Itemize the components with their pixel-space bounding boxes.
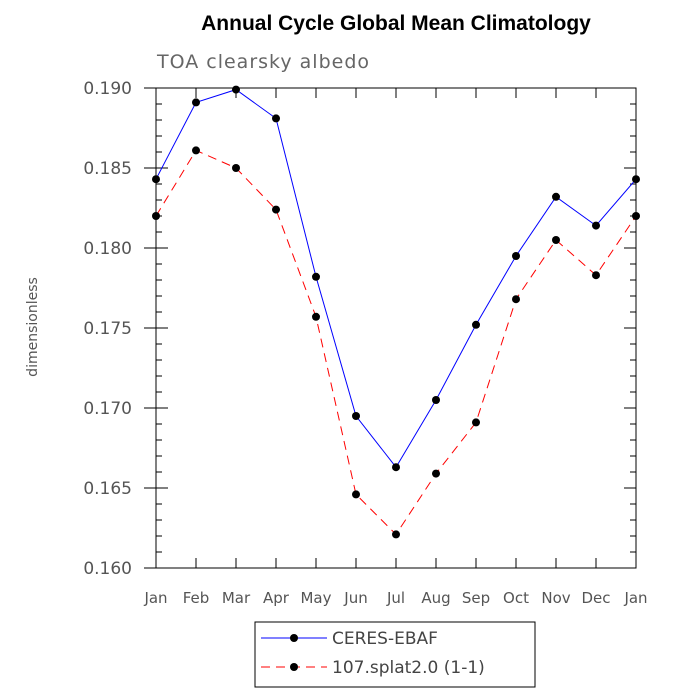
x-tick-label: Jan	[143, 589, 167, 607]
x-tick-label: Mar	[222, 589, 251, 607]
x-tick-label: Oct	[503, 589, 529, 607]
series-0-point	[272, 114, 280, 123]
axis-ticks	[144, 87, 637, 569]
series-layer	[152, 85, 640, 539]
series-1-point	[632, 212, 640, 220]
series-0-point	[152, 175, 160, 184]
x-tick-label: Feb	[183, 589, 210, 607]
series-1-point	[432, 469, 440, 478]
series-1-point	[232, 164, 240, 172]
x-tick-label: Apr	[263, 589, 290, 607]
legend-box	[254, 621, 536, 688]
series-line-0	[155, 89, 637, 469]
legend-label-model: 107.splat2.0 (1-1)	[332, 658, 485, 678]
y-tick-label: 0.190	[83, 79, 132, 99]
x-tick-label: Sep	[462, 589, 490, 607]
legend-marker-model	[290, 663, 298, 671]
y-tick-label: 0.175	[83, 319, 132, 339]
series-0-point	[472, 320, 480, 329]
legend: CERES-EBAF 107.splat2.0 (1-1)	[254, 621, 536, 688]
y-tick-label: 0.160	[83, 559, 132, 579]
x-tick-label: Jan	[623, 589, 647, 607]
series-1-point	[512, 295, 520, 304]
y-tick-label: 0.165	[83, 479, 132, 499]
x-tick-label: Jul	[386, 589, 405, 607]
series-1-point	[552, 236, 560, 244]
x-tick-label: Jun	[343, 589, 367, 607]
series-line-1	[155, 149, 637, 536]
series-0-point	[512, 252, 520, 260]
y-axis-tick-labels: 0.160 0.165 0.170 0.175 0.180 0.185 0.190	[83, 79, 132, 579]
series-1-point	[592, 271, 600, 280]
series-1-point	[392, 530, 400, 539]
series-0-point	[232, 85, 240, 94]
series-1-point	[152, 212, 160, 220]
y-tick-label: 0.180	[83, 239, 132, 259]
series-0-point	[192, 98, 200, 107]
series-1-point	[352, 490, 360, 499]
plot-frame	[155, 87, 637, 569]
legend-marker-ceres	[290, 634, 298, 642]
series-0-point	[312, 272, 320, 281]
legend-label-ceres: CERES-EBAF	[332, 629, 438, 649]
y-tick-label: 0.170	[83, 399, 132, 419]
series-0-point	[592, 221, 600, 230]
series-0-point	[552, 192, 560, 201]
x-tick-label: May	[300, 589, 331, 607]
x-tick-label: Aug	[421, 589, 450, 607]
series-0-point	[632, 175, 640, 184]
series-1-point	[192, 146, 200, 155]
series-1-point	[472, 418, 480, 427]
x-axis-tick-labels: Jan Feb Mar Apr May Jun Jul Aug Sep Oct Nov Dec Jan	[143, 589, 647, 607]
y-axis-label: dimensionless	[25, 277, 41, 377]
series-0-point	[392, 463, 400, 472]
series-1-point	[272, 205, 280, 214]
y-tick-label: 0.185	[83, 159, 132, 179]
x-tick-label: Dec	[581, 589, 610, 607]
x-tick-label: Nov	[541, 589, 570, 607]
series-0-point	[352, 412, 360, 420]
series-0-point	[432, 396, 440, 404]
series-1-point	[312, 312, 320, 321]
chart-title: Annual Cycle Global Mean Climatology	[201, 12, 591, 35]
chart-subtitle: TOA clearsky albedo	[156, 51, 370, 73]
